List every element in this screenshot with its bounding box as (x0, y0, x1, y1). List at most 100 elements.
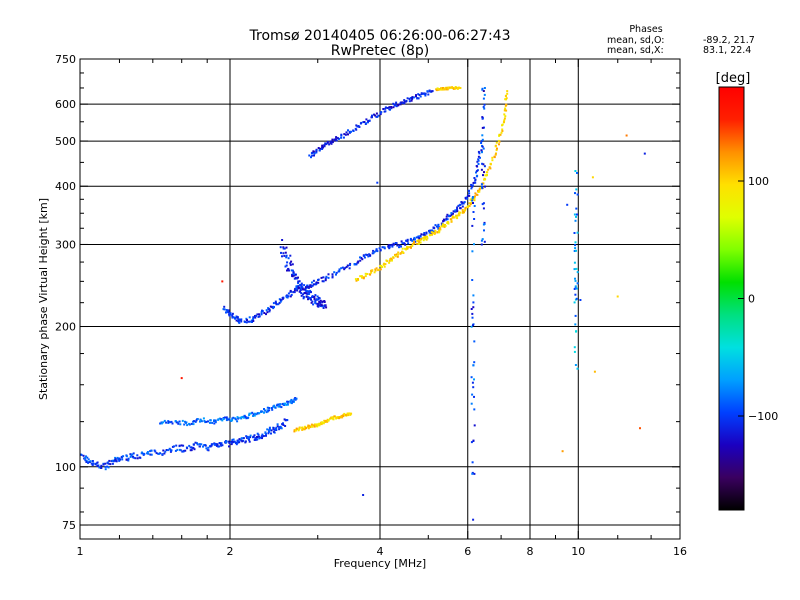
echo-point (486, 171, 489, 174)
echo-point (220, 442, 223, 445)
echo-point (293, 398, 296, 401)
echo-point (471, 472, 474, 475)
echo-point (486, 174, 488, 176)
echo-point (438, 230, 441, 233)
echo-point (345, 266, 348, 268)
echo-point (312, 303, 315, 306)
echo-point (574, 323, 577, 326)
echo-point (149, 453, 152, 456)
echo-point (470, 441, 473, 444)
echo-point (94, 463, 97, 466)
echo-point (326, 420, 329, 423)
echo-point (501, 128, 504, 131)
echo-point (278, 428, 281, 431)
echo-point (221, 419, 224, 422)
y-tick-label: 600 (55, 98, 76, 111)
x-axis-label: Frequency [MHz] (334, 557, 426, 570)
echo-point (362, 121, 365, 124)
echo-point (442, 87, 445, 89)
echo-point (457, 204, 460, 207)
echo-point (295, 429, 297, 432)
echo-point (245, 435, 248, 438)
echo-point (445, 86, 448, 89)
echo-point (395, 105, 398, 108)
echo-point (114, 456, 117, 459)
echo-point (313, 424, 316, 427)
echo-point (218, 417, 221, 420)
echo-point (206, 448, 209, 451)
echo-point (277, 403, 280, 406)
echo-point (374, 268, 377, 271)
echo-point (215, 444, 218, 447)
echo-point (438, 229, 441, 232)
echo-point (235, 319, 238, 322)
echo-point (484, 185, 486, 188)
echo-point (204, 444, 207, 447)
echo-point (273, 306, 275, 308)
echo-point (293, 430, 296, 433)
echo-point (503, 109, 506, 112)
echo-point (429, 229, 432, 232)
echo-point (290, 293, 293, 296)
echo-point (363, 121, 366, 123)
echo-point (310, 298, 312, 301)
echo-point (364, 272, 367, 275)
echo-point (413, 242, 416, 245)
echo-point (471, 197, 474, 200)
echo-point (282, 252, 285, 255)
echo-point (266, 409, 269, 412)
echo-point (503, 119, 506, 122)
echo-point (456, 87, 459, 90)
echo-point (575, 188, 578, 191)
echo-point (573, 232, 576, 234)
echo-point (484, 174, 487, 177)
echo-point (236, 316, 239, 319)
echo-point (477, 150, 480, 153)
echo-point (308, 424, 311, 427)
echo-point (180, 444, 183, 447)
echo-point (576, 282, 579, 285)
echo-point (182, 450, 185, 453)
echo-point (317, 281, 320, 284)
echo-point (425, 232, 428, 235)
echo-point (115, 460, 118, 463)
echo-point (311, 295, 314, 298)
echo-point (250, 319, 253, 322)
echo-point (163, 419, 166, 422)
echo-point (310, 291, 312, 294)
echo-point (470, 201, 473, 204)
echo-point (272, 430, 275, 433)
echo-point (357, 125, 360, 127)
echo-point (244, 416, 247, 418)
echo-point (438, 88, 441, 91)
echo-point (471, 196, 474, 198)
echo-point (207, 446, 210, 449)
echo-point (150, 453, 153, 456)
echo-point (256, 432, 259, 435)
echo-point (460, 201, 463, 203)
echo-point (141, 451, 143, 454)
echo-point (472, 294, 475, 297)
echo-point (313, 283, 315, 286)
echo-point (228, 445, 230, 448)
echo-point (297, 276, 299, 279)
echo-point (323, 419, 326, 422)
echo-point (388, 246, 391, 249)
echo-point (177, 421, 179, 424)
echo-point (264, 432, 267, 434)
echo-point (267, 307, 270, 310)
echo-point (85, 461, 88, 463)
echo-point (258, 435, 260, 438)
echo-point (278, 426, 281, 429)
echo-point (312, 279, 315, 282)
x-tick-label: 6 (464, 545, 471, 558)
echo-point (369, 273, 372, 276)
echo-point (482, 174, 484, 177)
echo-point (359, 259, 362, 262)
y-tick-label: 300 (55, 238, 76, 251)
echo-point (413, 236, 416, 239)
echo-point (254, 315, 257, 318)
echo-point (576, 271, 579, 274)
echo-point (447, 86, 450, 89)
echo-point (321, 144, 324, 147)
